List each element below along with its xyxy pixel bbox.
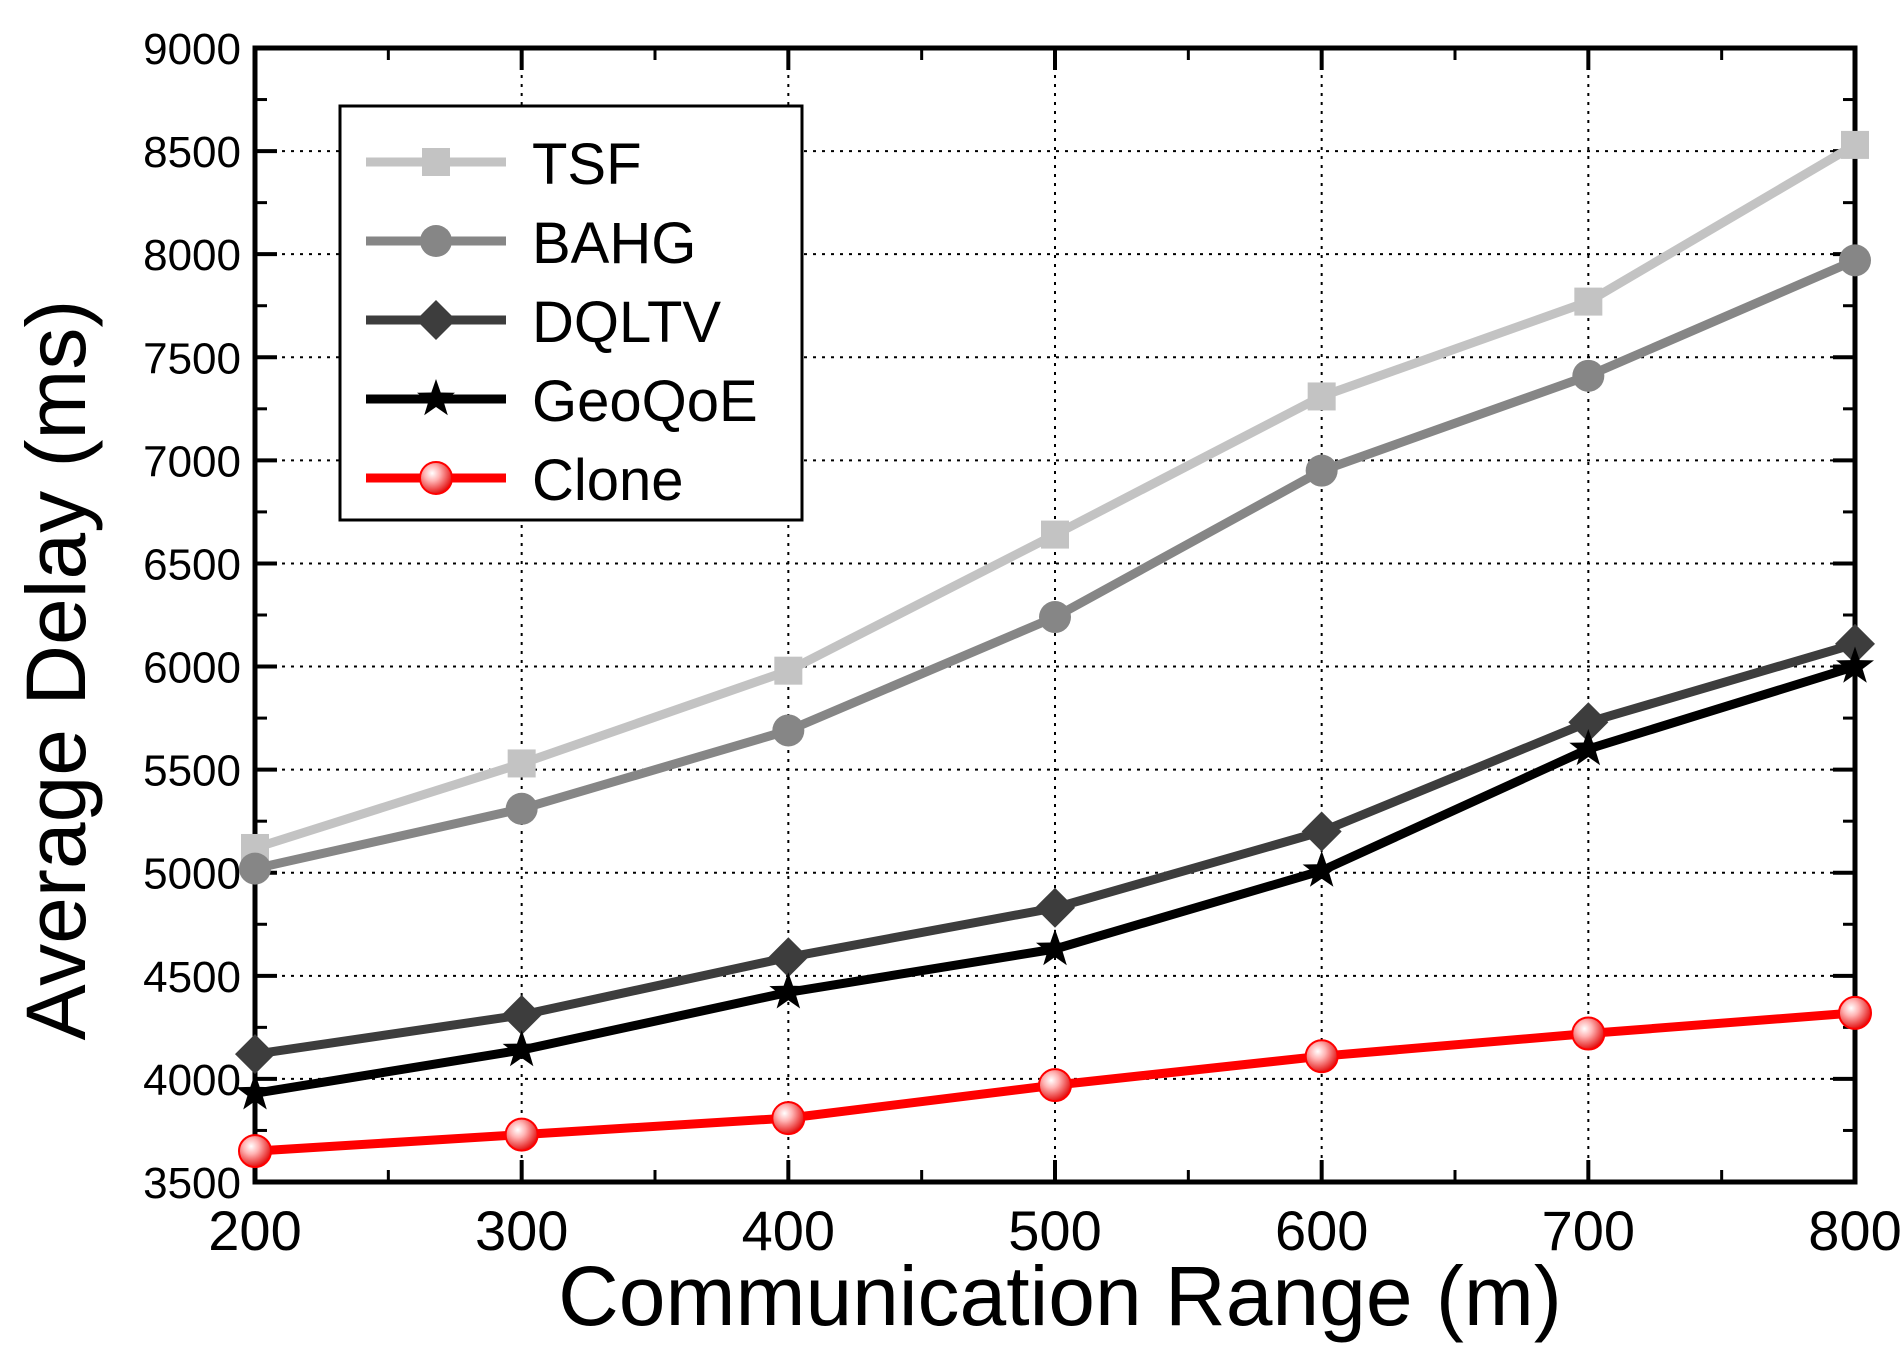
- legend-marker: [416, 300, 456, 340]
- legend-item-bahg: BAHG: [366, 211, 696, 276]
- data-point-geoqoe: [236, 1073, 274, 1110]
- x-tick-label: 700: [1542, 1199, 1635, 1262]
- series-clone: [238, 995, 1872, 1169]
- legend-label: DQLTV: [532, 290, 721, 355]
- y-tick-label: 4500: [143, 953, 241, 1002]
- y-tick-label: 8000: [143, 231, 241, 280]
- y-tick-label: 4000: [143, 1056, 241, 1105]
- series-geoqoe: [236, 646, 1874, 1110]
- x-tick-label: 800: [1808, 1199, 1901, 1262]
- x-tick-label: 500: [1008, 1199, 1101, 1262]
- data-point-dqltv: [1301, 811, 1342, 852]
- y-tick-label: 5000: [143, 850, 241, 899]
- legend-item-geoqoe: GeoQoE: [366, 369, 758, 434]
- data-point-clone: [1038, 1068, 1072, 1103]
- y-tick-label: 7000: [143, 437, 241, 486]
- y-axis-label: Average Delay (ms): [9, 300, 103, 1041]
- data-point-clone: [1304, 1039, 1339, 1074]
- x-tick-label: 600: [1275, 1199, 1368, 1262]
- legend-marker: [417, 379, 455, 416]
- legend-label: Clone: [532, 448, 684, 513]
- data-point-dqltv: [1568, 702, 1609, 743]
- data-point-bahg: [772, 714, 805, 747]
- data-point-tsf: [507, 749, 536, 778]
- series-tsf: [241, 130, 1869, 862]
- series-dqltv: [235, 623, 1875, 1075]
- series-layer: [235, 130, 1875, 1169]
- y-tick-label: 9000: [143, 25, 241, 74]
- data-point-clone: [1838, 995, 1872, 1030]
- legend-item-dqltv: DQLTV: [366, 290, 721, 355]
- legend-box: [338, 104, 804, 522]
- x-tick-label: 200: [208, 1199, 301, 1262]
- data-point-clone: [238, 1134, 272, 1169]
- y-tick-label: 5500: [143, 747, 241, 796]
- data-point-clone: [771, 1101, 806, 1136]
- data-point-dqltv: [1835, 623, 1875, 664]
- data-point-bahg: [1839, 244, 1871, 277]
- x-axis-label: Communication Range (m): [558, 1249, 1562, 1343]
- data-point-bahg: [239, 852, 271, 885]
- legend-label: GeoQoE: [532, 369, 758, 434]
- data-point-tsf: [1307, 382, 1336, 411]
- data-point-geoqoe: [1302, 850, 1341, 887]
- x-tick-label: 300: [475, 1199, 568, 1262]
- data-point-geoqoe: [1569, 729, 1608, 766]
- data-point-bahg: [1572, 359, 1605, 392]
- legend: TSF BAHG DQLTV GeoQoE Clone: [338, 104, 804, 522]
- data-point-tsf: [774, 656, 803, 685]
- legend-item-clone: Clone: [366, 448, 684, 513]
- data-point-geoqoe: [502, 1030, 541, 1067]
- y-tick-label: 7500: [143, 334, 241, 383]
- y-tick-label: 6500: [143, 540, 241, 589]
- legend-marker: [419, 461, 453, 495]
- data-point-dqltv: [768, 937, 809, 978]
- y-tick-label: 6000: [143, 644, 241, 693]
- data-point-dqltv: [235, 1034, 275, 1075]
- series-bahg: [239, 244, 1871, 885]
- x-tick-label: 400: [742, 1199, 835, 1262]
- data-point-clone: [1571, 1016, 1606, 1051]
- data-point-tsf: [1841, 130, 1869, 159]
- data-point-bahg: [505, 792, 538, 825]
- data-point-bahg: [1039, 601, 1071, 634]
- data-point-bahg: [1305, 454, 1338, 487]
- data-point-geoqoe: [769, 972, 808, 1009]
- data-point-geoqoe: [1036, 929, 1074, 966]
- axes-layer: 200 300 400 500 600 700 800 3500 4000 4500 5000 550…: [143, 25, 1902, 1262]
- y-tick-label: 3500: [143, 1159, 241, 1208]
- data-point-dqltv: [1035, 887, 1075, 928]
- legend-marker: [422, 148, 450, 176]
- legend-label: TSF: [532, 132, 642, 197]
- data-point-tsf: [1574, 287, 1603, 316]
- y-tick-label: 8500: [143, 128, 241, 177]
- legend-label: BAHG: [532, 211, 696, 276]
- data-point-tsf: [1041, 520, 1069, 549]
- data-point-dqltv: [501, 994, 542, 1035]
- legend-item-tsf: TSF: [366, 132, 642, 197]
- legend-marker: [420, 225, 452, 257]
- data-point-geoqoe: [1836, 646, 1874, 683]
- data-point-clone: [504, 1117, 539, 1152]
